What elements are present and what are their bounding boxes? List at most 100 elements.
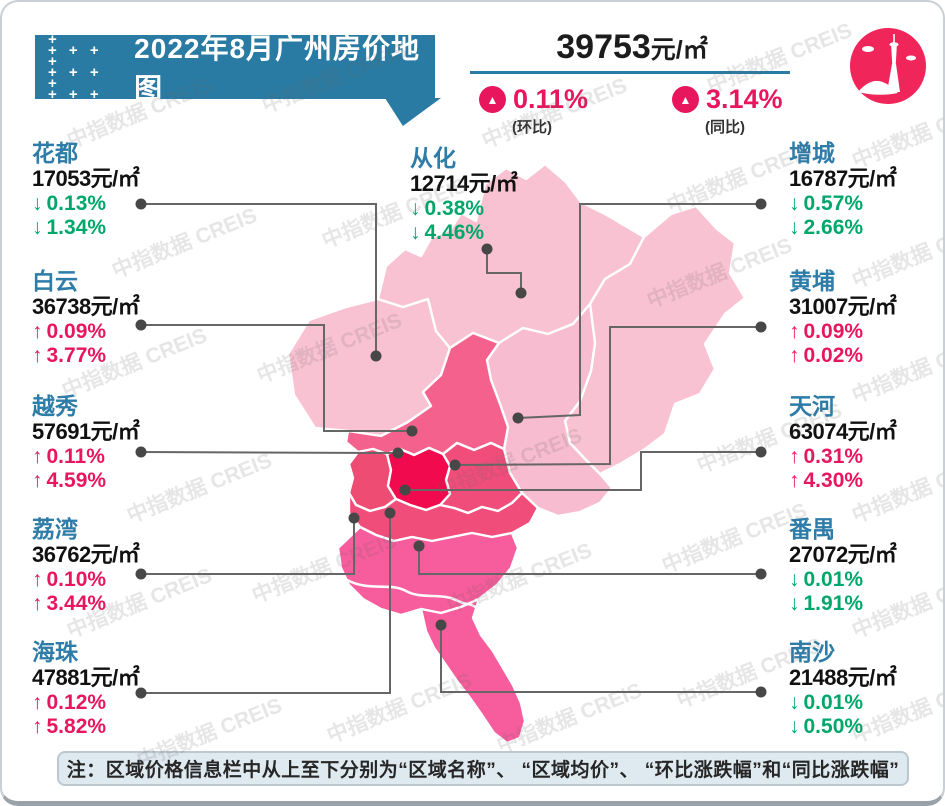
district-price: 12714元/㎡	[410, 171, 518, 196]
district-name: 番禺	[789, 516, 835, 542]
connector-tianhe	[405, 451, 761, 491]
footnote-bar: 注：区域价格信息栏中从上至下分别为“区域名称”、 “区域均价”、 “环比涨跌幅”…	[57, 751, 909, 786]
connector-dot	[384, 507, 396, 519]
district-yoy-change: ↓ 1.91%	[789, 592, 864, 615]
connector-dot	[512, 412, 524, 424]
mom-label: (环比)	[512, 119, 552, 136]
trend-arrow-icon: ↑	[32, 592, 43, 615]
trend-arrow-icon: ↓	[410, 197, 421, 220]
connector-dot	[413, 540, 425, 552]
trend-arrow-icon: ↑	[789, 320, 800, 343]
district-card-baiyun: 白云 36738元/㎡ ↑ 0.09% ↑ 3.77%	[32, 268, 162, 368]
connector-dot	[755, 446, 767, 458]
river-line	[346, 578, 479, 610]
district-name: 白云	[32, 268, 78, 294]
district-price: 17053元/㎡	[32, 166, 140, 191]
connector-dot	[449, 459, 461, 471]
connector-dot	[406, 425, 418, 437]
district-price: 63074元/㎡	[789, 419, 897, 444]
district-price: 31007元/㎡	[789, 294, 897, 319]
yoy-label: (同比)	[705, 119, 745, 136]
connector-yuexiu	[140, 451, 399, 454]
up-arrow-circle-icon: ▲	[672, 86, 699, 113]
trend-arrow-icon: ↑	[789, 469, 800, 492]
title-banner: + + + + + + + + + + + + + + + + 2022年8月广州房价…	[35, 21, 435, 113]
trend-arrow-icon: ↓	[32, 216, 43, 239]
district-yoy-change: ↓ 4.46%	[410, 221, 485, 244]
plus-pattern-decoration: + + + + + + + + + + + + + + + +	[48, 20, 103, 114]
district-yoy-change: ↑ 3.77%	[32, 344, 107, 367]
district-yoy-change: ↑ 4.59%	[32, 469, 107, 492]
connector-dot	[135, 446, 147, 458]
district-price: 47881元/㎡	[32, 665, 140, 690]
trend-arrow-icon: ↓	[789, 715, 800, 738]
district-yoy-change: ↓ 1.34%	[32, 216, 107, 239]
trend-arrow-icon: ↓	[789, 192, 800, 215]
trend-arrow-icon: ↓	[789, 568, 800, 591]
district-mom-change: ↑ 0.10%	[32, 568, 107, 591]
district-card-zengcheng: 增城 16787元/㎡ ↓ 0.57% ↓ 2.66%	[789, 140, 919, 240]
canton-tower-logo	[850, 28, 926, 104]
mom-value: 0.11%	[513, 84, 589, 114]
connector-haizhu	[141, 513, 391, 694]
district-name: 天河	[789, 393, 835, 419]
district-card-panyu: 番禺 27072元/㎡ ↓ 0.01% ↓ 1.91%	[789, 516, 919, 616]
district-name: 荔湾	[32, 516, 78, 542]
header-divider	[470, 71, 790, 74]
trend-arrow-icon: ↑	[32, 320, 43, 343]
district-price: 27072元/㎡	[789, 542, 897, 567]
connector-conghua	[486, 249, 522, 293]
trend-arrow-icon: ↑	[789, 344, 800, 367]
connector-dot	[392, 447, 404, 459]
district-card-liwan: 荔湾 36762元/㎡ ↑ 0.10% ↑ 3.44%	[32, 516, 162, 616]
connector-dot	[755, 686, 767, 698]
connector-huangpu	[454, 326, 761, 466]
district-card-conghua: 从化 12714元/㎡ ↓ 0.38% ↓ 4.46%	[410, 145, 540, 245]
district-mom-change: ↑ 0.09%	[789, 320, 864, 343]
district-name: 海珠	[32, 639, 78, 665]
map-region-panyu	[336, 525, 520, 617]
mom-change-stat: ▲ 0.11%	[479, 84, 588, 115]
connector-dot	[135, 568, 147, 580]
city-average-price: 39753元/㎡	[556, 28, 708, 66]
district-yoy-change: ↑ 4.30%	[789, 469, 864, 492]
district-mom-change: ↓ 0.01%	[789, 691, 864, 714]
district-card-huadu: 花都 17053元/㎡ ↓ 0.13% ↓ 1.34%	[32, 140, 162, 240]
connector-dot	[755, 321, 767, 333]
page-title: 2022年8月广州房价地图	[134, 33, 421, 104]
connector-dots	[135, 198, 767, 699]
connector-huadu	[141, 203, 377, 356]
trend-arrow-icon: ↓	[789, 691, 800, 714]
trend-arrow-icon: ↓	[32, 192, 43, 215]
connector-dot	[135, 198, 147, 210]
trend-arrow-icon: ↑	[32, 691, 43, 714]
connector-dot	[515, 287, 527, 299]
district-price: 57691元/㎡	[32, 419, 140, 444]
district-mom-change: ↓ 0.01%	[789, 568, 864, 591]
district-yoy-change: ↑ 3.44%	[32, 592, 107, 615]
district-price: 21488元/㎡	[789, 665, 897, 690]
connector-dot	[481, 243, 493, 255]
yoy-change-stat: ▲ 3.14%	[672, 84, 783, 115]
district-card-haizhu: 海珠 47881元/㎡ ↑ 0.12% ↑ 5.82%	[32, 639, 162, 739]
connector-dot	[370, 350, 382, 362]
connector-dot	[755, 568, 767, 580]
district-price: 36762元/㎡	[32, 542, 140, 567]
district-price: 16787元/㎡	[789, 166, 897, 191]
district-mom-change: ↓ 0.38%	[410, 197, 485, 220]
trend-arrow-icon: ↓	[410, 221, 421, 244]
district-name: 南沙	[789, 639, 835, 665]
connector-liwan	[141, 518, 355, 575]
district-yoy-change: ↑ 0.02%	[789, 344, 864, 367]
district-card-tianhe: 天河 63074元/㎡ ↑ 0.31% ↑ 4.30%	[789, 393, 919, 493]
trend-arrow-icon: ↑	[32, 469, 43, 492]
district-mom-change: ↓ 0.57%	[789, 192, 864, 215]
connector-nansha	[440, 625, 761, 693]
district-mom-change: ↓ 0.13%	[32, 192, 107, 215]
connector-lines	[140, 203, 761, 694]
connector-panyu	[418, 546, 761, 575]
trend-arrow-icon: ↑	[32, 445, 43, 468]
connector-dot	[135, 319, 147, 331]
connector-dot	[399, 484, 411, 496]
